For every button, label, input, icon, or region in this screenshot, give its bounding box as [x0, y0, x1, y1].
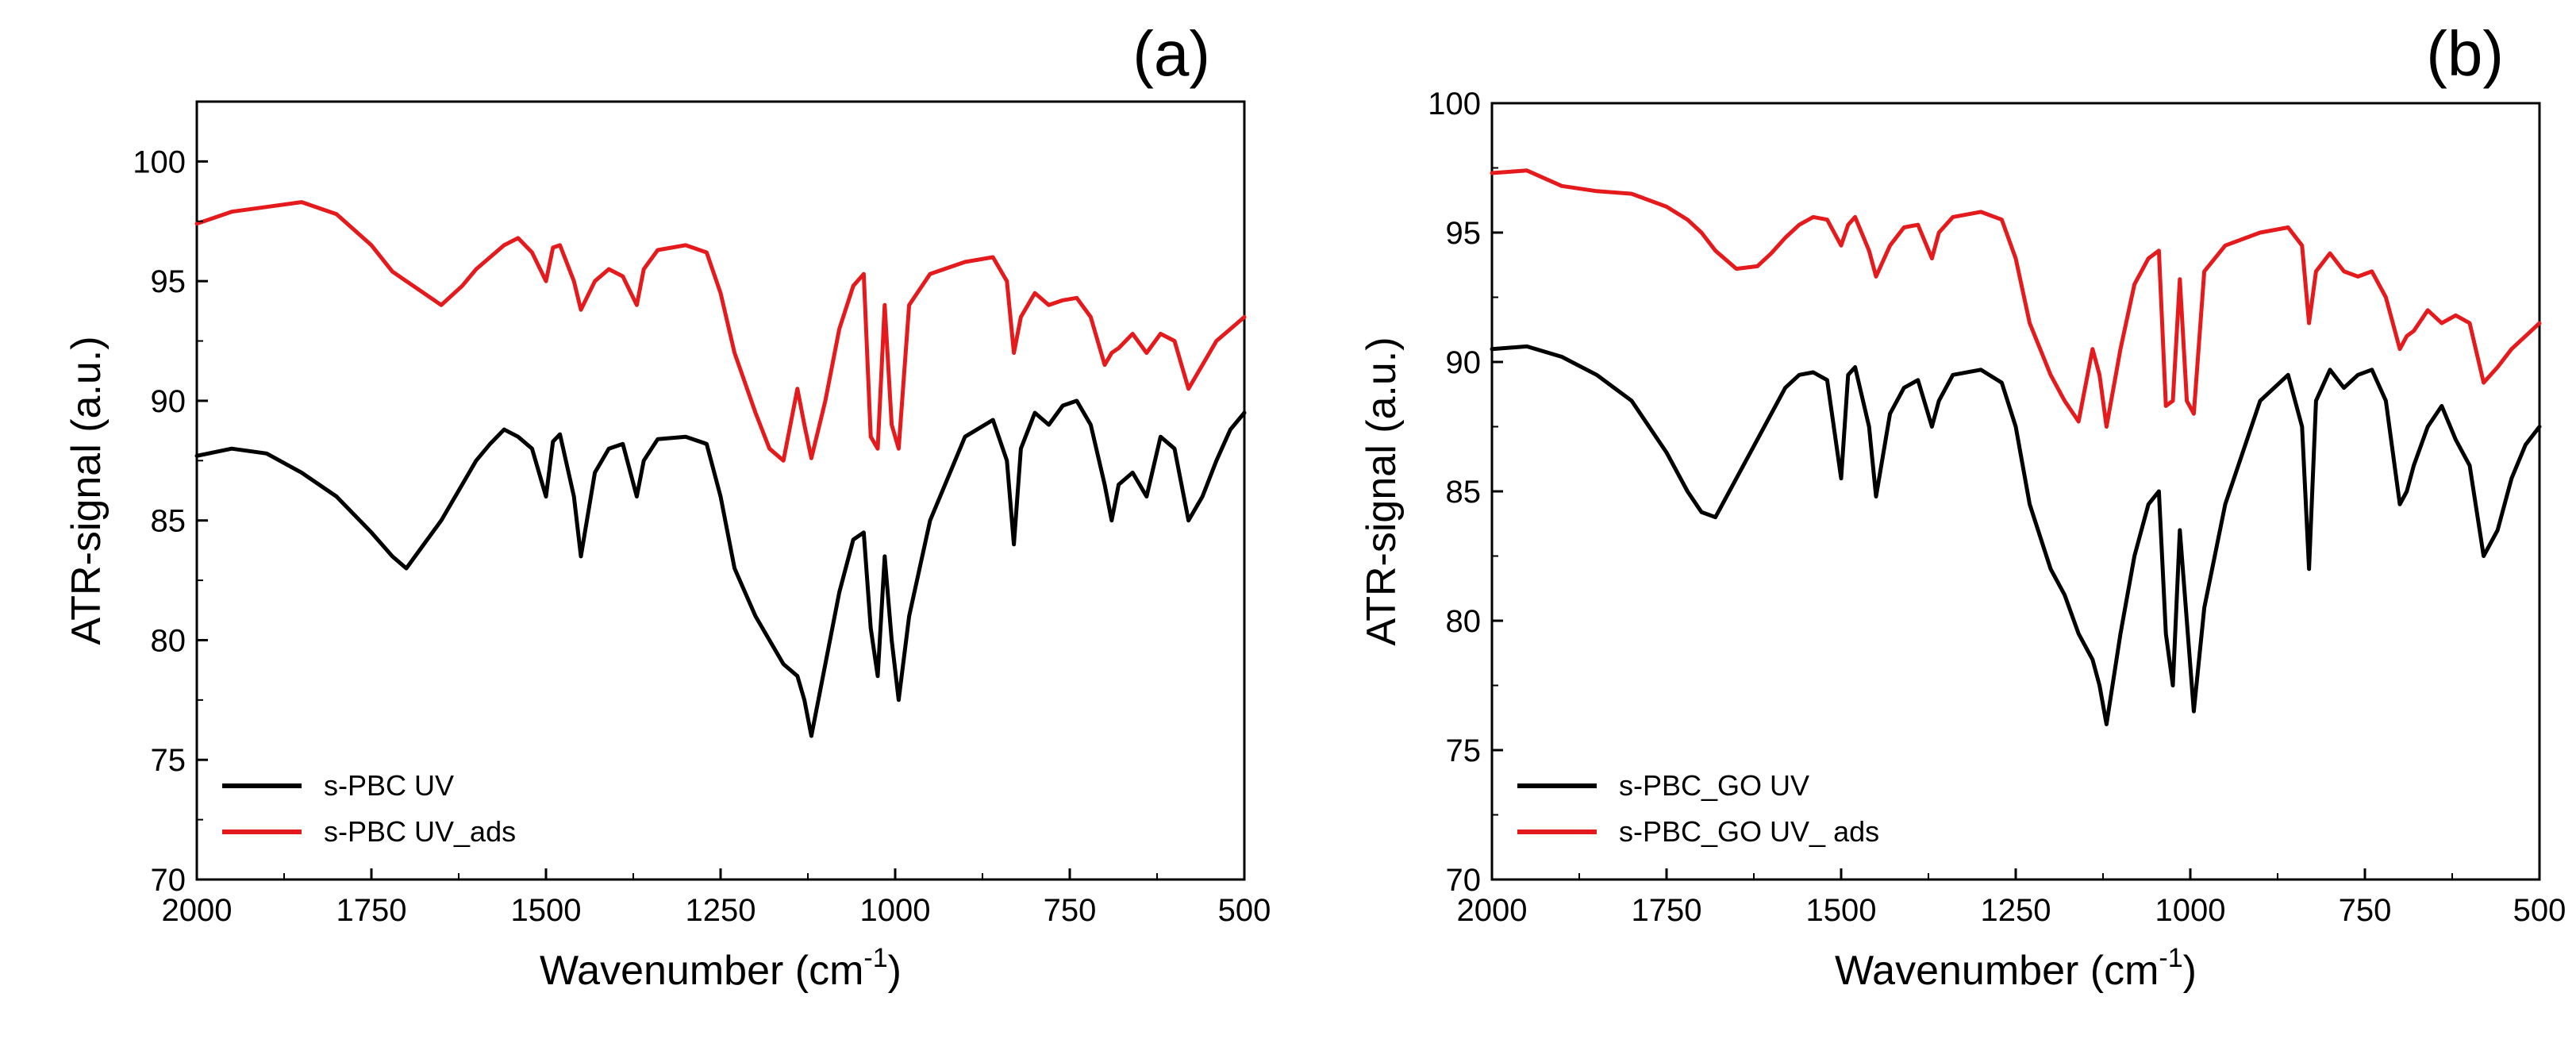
legend-label-1: s-PBC UV_ads: [324, 815, 516, 848]
chart-panel-a: 2000 1750 1500 1250 1000 750 500 70 75 80 85 90 95 10…: [63, 18, 1271, 994]
x-tick-label: 500: [2513, 893, 2566, 928]
x-tick-label: 2000: [162, 893, 233, 928]
x-tick-label: 1250: [686, 893, 756, 928]
x-tick-label: 750: [1044, 893, 1097, 928]
series-line-0: [1490, 344, 2542, 726]
x-axis-title-sup: -1: [2159, 943, 2182, 973]
y-tick-label: 100: [133, 144, 186, 179]
panel-label: (a): [1132, 18, 1210, 89]
x-tick-label: 1250: [1981, 893, 2051, 928]
y-tick-label: 90: [1446, 345, 1482, 380]
y-tick-label: 100: [1428, 87, 1481, 121]
series-line-0: [194, 398, 1247, 738]
y-tick-label: 75: [1446, 733, 1482, 768]
panel-label: (b): [2426, 18, 2504, 89]
y-tick-label: 85: [151, 504, 186, 539]
y-tick-label: 80: [151, 623, 186, 658]
x-tick-label: 750: [2339, 893, 2392, 928]
series-line-1: [194, 200, 1247, 463]
y-tick-label: 95: [1446, 216, 1482, 251]
plot-frame: [1490, 102, 2541, 881]
legend-label-0: s-PBC_GO UV: [1619, 769, 1809, 802]
x-axis-title-sup: -1: [863, 943, 887, 973]
y-tick-label: 75: [151, 743, 186, 778]
y-tick-label: 90: [151, 384, 186, 419]
y-axis-title: ATR-signal (a.u.): [1359, 337, 1405, 645]
x-tick-label: 500: [1218, 893, 1271, 928]
legend-label-1: s-PBC_GO UV_ ads: [1619, 815, 1879, 848]
x-tick-label: 1000: [860, 893, 931, 928]
y-axis-title: ATR-signal (a.u.): [63, 336, 110, 645]
y-tick-label: 95: [151, 264, 186, 299]
chart-panel-b: 2000 1750 1500 1250 1000 750 500 70 75 80 85 90 95 10…: [1359, 18, 2566, 994]
series-line-1: [1490, 168, 2542, 429]
y-tick-label: 70: [1446, 863, 1482, 898]
x-axis-title: Wavenumber (cm-1): [1835, 943, 2197, 994]
x-tick-label: 1500: [1806, 893, 1877, 928]
x-tick-label: 2000: [1457, 893, 1528, 928]
x-tick-label: 1750: [336, 893, 407, 928]
x-tick-label: 1750: [1632, 893, 1702, 928]
x-axis-title-main: Wavenumber (cm: [540, 948, 863, 994]
legend-label-0: s-PBC UV: [324, 769, 454, 802]
y-tick-label: 70: [151, 863, 186, 898]
x-axis-title-main: Wavenumber (cm: [1835, 948, 2159, 994]
x-axis-title-close: ): [2183, 948, 2197, 994]
x-tick-label: 1500: [511, 893, 582, 928]
x-axis-title: Wavenumber (cm-1): [540, 943, 902, 994]
x-axis-title-close: ): [888, 948, 902, 994]
x-tick-label: 1000: [2155, 893, 2226, 928]
y-tick-label: 80: [1446, 604, 1482, 639]
y-tick-label: 85: [1446, 475, 1482, 510]
